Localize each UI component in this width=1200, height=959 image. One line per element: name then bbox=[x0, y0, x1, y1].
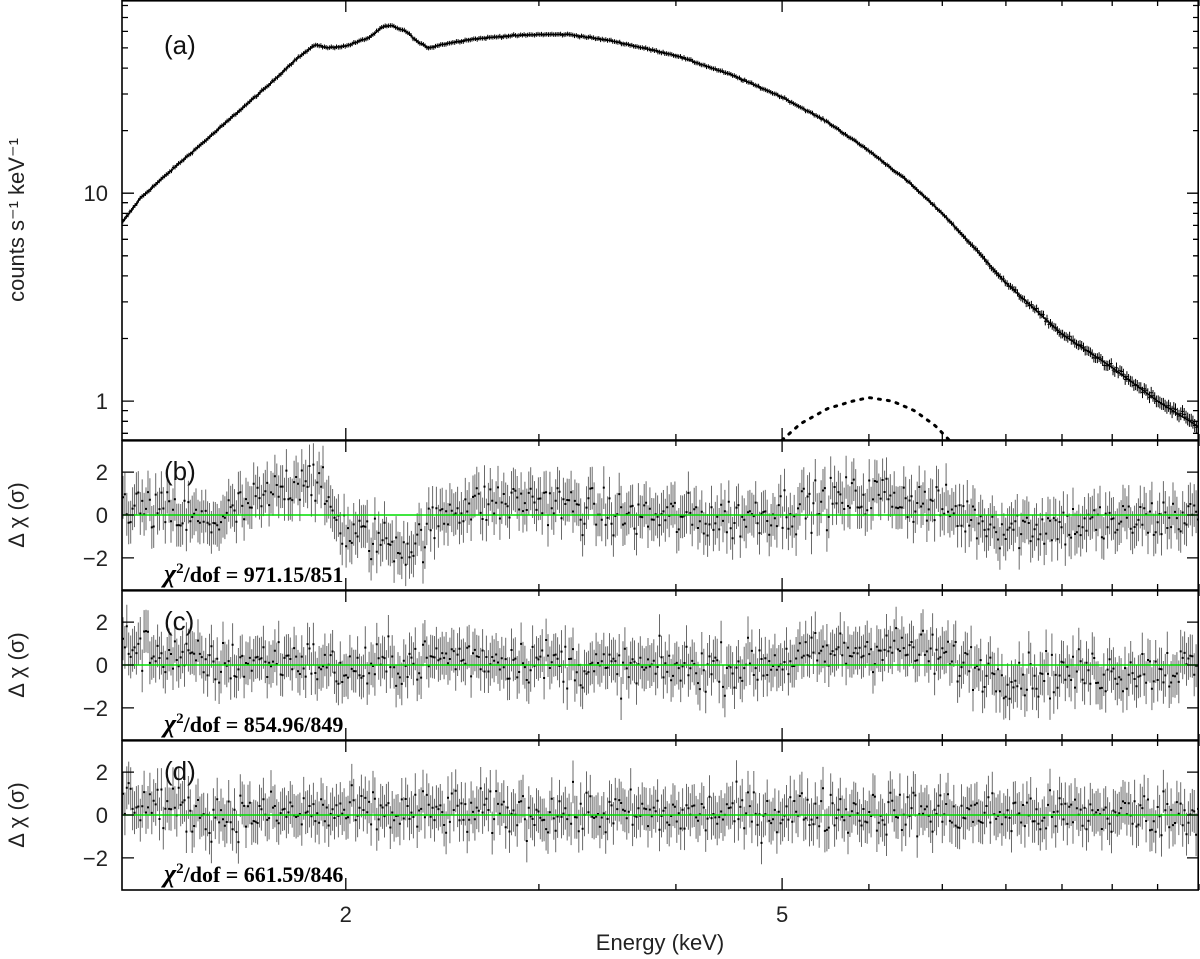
chi-square-annotation: χ2/dof = 854.96/849 bbox=[161, 709, 343, 738]
y-tick-label: −2 bbox=[83, 546, 108, 571]
y-axis-title: Δ χ (σ) bbox=[4, 632, 29, 697]
y-axis-ticks bbox=[122, 4, 1199, 434]
y-tick-label: 2 bbox=[96, 460, 108, 485]
panel-a: 1 10 counts s⁻¹ keV⁻¹ (a) bbox=[4, 0, 1200, 441]
panel-label: (b) bbox=[164, 456, 196, 486]
y-axis-ticks bbox=[122, 471, 1199, 559]
x-axis-ticks bbox=[345, 590, 1200, 740]
x-axis-ticks bbox=[345, 740, 1200, 890]
y-tick-label: 10 bbox=[84, 181, 108, 206]
gaussian-line-component bbox=[780, 396, 951, 440]
x-tick-label: 5 bbox=[776, 902, 788, 927]
y-tick-label: 2 bbox=[96, 760, 108, 785]
residual-points bbox=[122, 780, 1199, 844]
x-axis-ticks bbox=[345, 440, 1200, 590]
x-tick-label: 2 bbox=[340, 902, 352, 927]
y-tick-label: 0 bbox=[96, 803, 108, 828]
y-axis-ticks bbox=[122, 771, 1199, 859]
panel-a-data bbox=[122, 23, 1199, 440]
x-axis-title: Energy (keV) bbox=[596, 930, 724, 955]
spectrum-model-line bbox=[122, 24, 1199, 428]
y-tick-label: 1 bbox=[96, 389, 108, 414]
y-axis-title: Δ χ (σ) bbox=[4, 482, 29, 547]
residual-points bbox=[122, 625, 1199, 700]
x-axis-ticks bbox=[345, 0, 1200, 440]
panel-frame bbox=[121, 0, 1199, 441]
chi-square-annotation: χ2/dof = 971.15/851 bbox=[161, 559, 343, 588]
y-axis-ticks bbox=[122, 621, 1199, 709]
panel-d-data bbox=[122, 760, 1199, 865]
y-axis-title: counts s⁻¹ keV⁻¹ bbox=[4, 138, 29, 302]
y-tick-label: 0 bbox=[96, 653, 108, 678]
panel-c-data bbox=[122, 604, 1199, 721]
y-axis-title: Δ χ (σ) bbox=[4, 782, 29, 847]
chi-square-annotation: χ2/dof = 661.59/846 bbox=[161, 859, 343, 888]
panel-label: (c) bbox=[164, 606, 194, 636]
y-tick-label: −2 bbox=[83, 696, 108, 721]
spectrum-data-points bbox=[122, 23, 1199, 434]
panel-label: (a) bbox=[164, 30, 196, 60]
panel-b: −2 0 2 Δ χ (σ) (b) χ2/dof = 971.15/851 bbox=[4, 439, 1200, 591]
y-tick-label: −2 bbox=[83, 846, 108, 871]
panel-d: −2 0 2 Δ χ (σ) (d) χ2/dof = 661.59/846 bbox=[4, 739, 1200, 891]
y-tick-label: 2 bbox=[96, 610, 108, 635]
residual-error-bars bbox=[122, 760, 1199, 865]
panel-c: −2 0 2 Δ χ (σ) (c) χ2/dof = 854.96/849 bbox=[4, 589, 1200, 741]
y-tick-label: 0 bbox=[96, 503, 108, 528]
panel-label: (d) bbox=[164, 756, 196, 786]
residual-error-bars bbox=[122, 604, 1199, 721]
